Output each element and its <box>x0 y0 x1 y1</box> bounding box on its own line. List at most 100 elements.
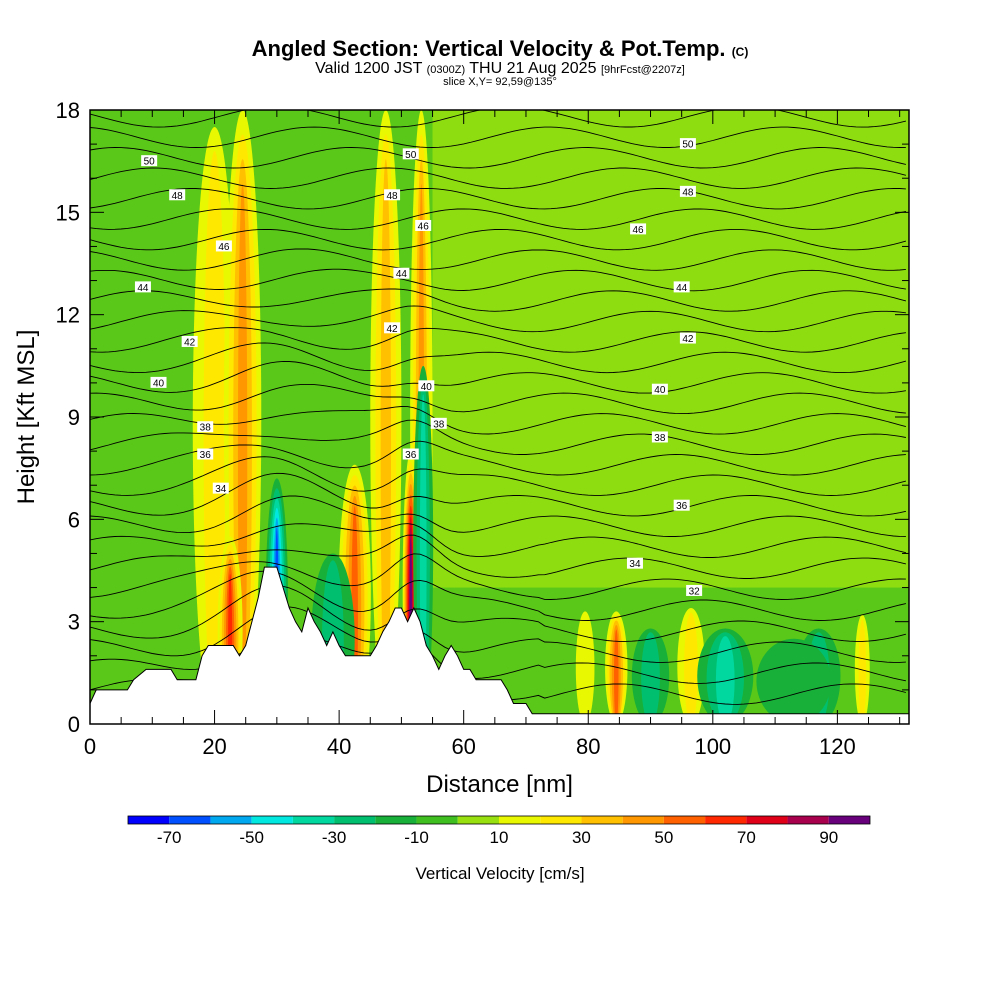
isentrope-line <box>90 305 906 333</box>
colorbar-tick-label: -50 <box>239 828 264 847</box>
colorbar-swatch <box>128 816 170 824</box>
x-tick-label: 100 <box>694 734 731 759</box>
isentrope-label: 34 <box>626 557 643 570</box>
isentrope-label-bg <box>679 185 696 197</box>
isentrope-label: 40 <box>651 383 668 396</box>
colorbar-swatch <box>828 816 870 824</box>
isentrope-label-bg <box>651 431 668 443</box>
isentrope-label-text: 48 <box>682 187 694 198</box>
isentrope-label-bg <box>197 421 214 433</box>
colorbar-swatch <box>334 816 376 824</box>
isentrope-line <box>90 406 907 435</box>
isentrope-label: 40 <box>418 380 435 393</box>
isentrope-label: 48 <box>679 185 696 198</box>
updraft-level-0 <box>575 611 595 724</box>
updraft-column-9 <box>575 611 595 724</box>
isentrope-label-text: 40 <box>421 382 433 393</box>
potential-temperature-contours <box>90 86 907 705</box>
colorbar-swatch <box>375 816 417 824</box>
colorbar-swatch <box>787 816 829 824</box>
updraft-column-8 <box>677 608 705 724</box>
isentrope-label: 50 <box>141 155 158 168</box>
isentrope-label-text: 40 <box>153 378 165 389</box>
isentrope-label-bg <box>393 267 410 279</box>
colorbar-swatch <box>292 816 335 824</box>
isentrope-label-bg <box>430 417 447 429</box>
isentrope-label-text: 48 <box>172 191 184 202</box>
isentrope-label: 32 <box>686 584 703 597</box>
colorbar-tick-label: -30 <box>322 828 347 847</box>
isentrope-label: 44 <box>673 281 690 294</box>
isentrope-label-text: 36 <box>405 450 417 461</box>
isentrope-label-text: 32 <box>689 586 701 597</box>
isentrope-line <box>90 440 906 476</box>
updraft-column-10 <box>854 614 870 724</box>
isentrope-label-bg <box>673 499 690 511</box>
isentrope-label-bg <box>402 448 419 460</box>
isentrope-label-bg <box>651 383 668 395</box>
isentrope-line <box>90 147 906 169</box>
isentrope-label: 50 <box>402 148 419 161</box>
isentrope-line <box>90 126 906 148</box>
updraft-level-4 <box>614 629 619 724</box>
updraft-level-2 <box>380 159 392 724</box>
isentrope-label-bg <box>415 219 432 231</box>
isentrope-label-text: 46 <box>633 225 645 236</box>
colorbar-tick-label: 90 <box>819 828 838 847</box>
isentrope-label: 46 <box>215 240 232 253</box>
isentrope-line <box>90 523 907 558</box>
colorbar-frame <box>127 815 871 825</box>
colorbar-swatch <box>663 816 706 824</box>
downdraft-level-0 <box>756 638 832 724</box>
x-tick-label: 60 <box>451 734 475 759</box>
isentrope-line <box>90 419 906 455</box>
isentrope-line <box>90 360 906 394</box>
isentrope-label-text: 38 <box>200 423 212 434</box>
colorbar-swatch <box>622 816 664 824</box>
isentrope-label-text: 50 <box>682 140 694 151</box>
chart-title: Angled Section: Vertical Velocity & Pot.… <box>0 36 1000 62</box>
isentrope-label-text: 38 <box>433 419 445 430</box>
isentrope-label: 46 <box>630 223 647 236</box>
forecast-info: [9hrFcst@2207z] <box>600 64 685 76</box>
isentrope-label: 36 <box>673 499 690 512</box>
isentrope-line <box>90 570 906 621</box>
isentrope-label-text: 42 <box>184 337 196 348</box>
y-tick-label: 18 <box>56 98 80 123</box>
isentrope-label-bg <box>134 281 151 293</box>
colorbar: -70 -50 -30 -10 10 30 50 70 90 <box>127 815 871 847</box>
isentrope-label-bg <box>181 335 198 347</box>
isentrope-label: 42 <box>384 322 401 335</box>
isentrope-label-text: 46 <box>418 221 430 232</box>
updraft-level-1 <box>858 619 867 724</box>
isentrope-line <box>90 327 906 353</box>
isentrope-label: 36 <box>197 448 214 461</box>
colorbar-swatch <box>705 816 747 824</box>
downdraft-level-2 <box>715 636 735 724</box>
isentrope-label-bg <box>679 332 696 344</box>
isentrope-label: 38 <box>651 431 668 444</box>
isentrope-label-bg <box>418 380 435 392</box>
updraft-column-4 <box>370 110 402 724</box>
isentrope-label: 38 <box>430 417 447 430</box>
isentrope-labels: 50 48 46 44 42 40 38 36 34 50 48 46 44 42 40 38 36 50 48 46… <box>134 138 703 597</box>
isentrope-line <box>90 86 906 107</box>
isentrope-label: 36 <box>402 448 419 461</box>
isentrope-label-bg <box>212 482 229 494</box>
y-tick-label: 6 <box>68 507 80 532</box>
isentrope-label-bg <box>686 584 703 596</box>
colorbar-swatch <box>210 816 252 824</box>
updraft-level-1 <box>684 612 698 724</box>
y-tick-label: 0 <box>68 712 80 737</box>
isentrope-line <box>90 585 907 642</box>
isentrope-line <box>90 456 907 496</box>
isentrope-label-bg <box>402 148 419 160</box>
isentrope-line <box>90 248 906 271</box>
isentrope-label-text: 42 <box>682 334 694 345</box>
terrain-profile <box>90 566 909 724</box>
isentrope-label: 42 <box>679 332 696 345</box>
isentrope-line <box>90 288 907 312</box>
isentrope-line <box>90 167 907 189</box>
isentrope-label-text: 44 <box>676 283 688 294</box>
isentrope-label: 50 <box>679 138 696 151</box>
